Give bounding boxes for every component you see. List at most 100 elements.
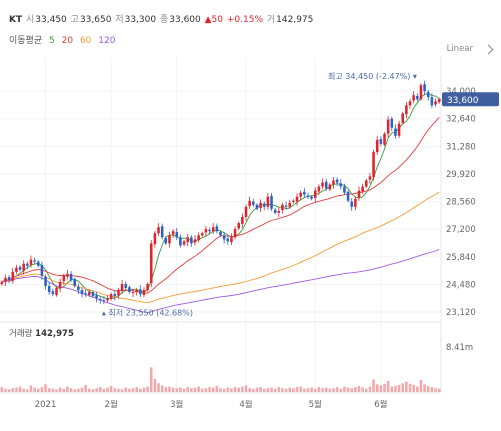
volume-bar <box>219 388 222 392</box>
candle <box>186 237 189 243</box>
x-tick-label: 2월 <box>105 399 118 410</box>
volume-bar <box>73 389 76 392</box>
candle <box>51 291 55 295</box>
volume-bar <box>281 388 284 392</box>
volume-bar <box>157 383 160 392</box>
candle <box>117 290 120 296</box>
volume-panel-value: 142,975 <box>35 329 74 339</box>
candle <box>412 95 415 101</box>
ma-line-120 <box>1 248 440 314</box>
volume-bar <box>255 387 259 392</box>
volume-bar <box>262 388 266 392</box>
candle <box>219 232 222 236</box>
volume-bar <box>47 388 51 392</box>
volume-bar <box>58 387 62 392</box>
volume-bar <box>204 388 208 392</box>
volume-bar <box>124 387 128 392</box>
volume-bar <box>390 386 394 392</box>
volume-bar <box>120 389 124 392</box>
candle <box>262 203 266 207</box>
candle <box>419 85 423 100</box>
candle <box>430 97 434 106</box>
volume-bar <box>62 388 66 392</box>
y-tick-label: 23,120 <box>446 308 476 318</box>
ma-120[interactable]: 120 <box>98 36 116 46</box>
volume-bar <box>237 387 240 392</box>
volume-bar <box>288 387 292 392</box>
candle <box>22 263 25 271</box>
candle <box>365 180 368 187</box>
candle <box>379 139 383 144</box>
candle <box>69 273 73 280</box>
volume-bar <box>386 381 390 392</box>
candle <box>193 239 197 243</box>
volume-bar <box>430 387 434 392</box>
candle <box>201 233 204 236</box>
candle <box>77 286 80 291</box>
current-price-label: 33,600 <box>447 96 479 106</box>
candle <box>197 235 200 241</box>
candle <box>88 292 91 295</box>
volume-bar <box>401 383 405 392</box>
candle <box>292 200 295 202</box>
volume-bar <box>179 387 182 392</box>
candle <box>244 206 248 217</box>
volume-bar <box>80 387 84 392</box>
candle <box>102 300 106 302</box>
volume-bar <box>332 388 335 392</box>
ma-60[interactable]: 60 <box>79 36 92 46</box>
candle <box>255 204 259 209</box>
candle <box>91 292 95 297</box>
candle <box>190 237 193 244</box>
y-tick-label: 25,840 <box>446 253 476 263</box>
volume-bar <box>29 385 33 392</box>
volume-bar <box>18 386 22 392</box>
volume-bar <box>375 384 379 392</box>
candle <box>383 133 386 145</box>
volume-bar <box>299 386 302 392</box>
candle <box>95 295 98 299</box>
ma-5[interactable]: 5 <box>49 36 55 46</box>
candle <box>321 182 324 187</box>
candle <box>273 209 277 213</box>
volume-bar <box>244 385 248 392</box>
y-tick-label: 29,920 <box>446 170 476 180</box>
current-price-tag <box>442 92 499 107</box>
scale-mode[interactable]: Linear <box>446 44 473 54</box>
volume-bar <box>211 387 215 392</box>
candle <box>357 190 361 198</box>
volume-bar <box>383 383 386 392</box>
volume-bar <box>33 387 36 392</box>
volume-bar <box>310 387 313 392</box>
volume-bar <box>328 388 332 392</box>
x-tick-label: 6월 <box>374 399 387 410</box>
candle <box>36 261 40 266</box>
ma-line-20 <box>1 116 440 294</box>
volume-bar <box>222 388 226 392</box>
volume-bar <box>426 385 430 392</box>
candle <box>416 96 419 100</box>
volume-bar <box>95 388 98 392</box>
candle <box>113 294 117 297</box>
x-tick-label: 4월 <box>239 399 252 410</box>
candle <box>426 91 430 98</box>
close-value: 33,600 <box>169 15 201 25</box>
candle <box>324 181 328 189</box>
min-price-label: ▴ 최저 23,550 (42.68%) <box>102 307 193 317</box>
volume-bar <box>343 386 346 392</box>
candle <box>157 227 160 234</box>
candle <box>354 198 357 207</box>
x-tick-label: 2021 <box>35 400 57 410</box>
volume-tick-label: 8.41m <box>446 343 473 353</box>
ma-20[interactable]: 20 <box>61 36 74 46</box>
volume-bar <box>11 388 15 392</box>
volume-bar <box>357 385 361 392</box>
volume-bar <box>277 387 281 392</box>
volume-bar <box>233 387 237 392</box>
change-percent: +0.15% <box>226 15 264 25</box>
candle <box>295 196 299 202</box>
candle <box>252 201 255 205</box>
candle <box>390 118 394 128</box>
volume-bar <box>88 388 91 392</box>
